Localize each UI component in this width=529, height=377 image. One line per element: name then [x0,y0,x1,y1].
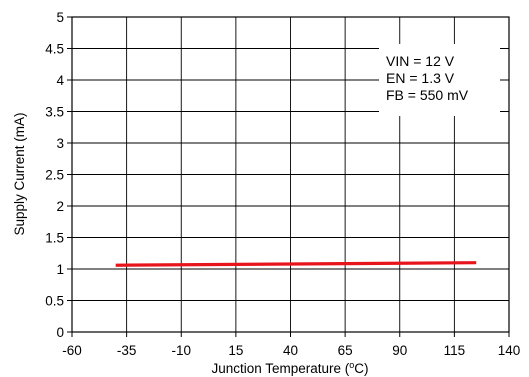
annotation-vin: VIN = 12 V [386,53,455,69]
x-tick-label: 40 [283,343,298,358]
y-tick-label: 1 [56,262,64,277]
series-line [115,261,477,267]
y-axis-title: Supply Current (mA) [12,112,27,235]
x-tick-label: 140 [498,343,521,358]
series-layer [115,261,477,267]
annotation-en: EN = 1.3 V [386,70,455,86]
x-tick-label: 65 [338,343,353,358]
y-tick-label: 1.5 [45,231,64,246]
y-tick-label: 5 [56,10,64,25]
y-tick-label: 3.5 [45,105,64,120]
x-tick-label: 15 [228,343,243,358]
x-axis-title: Junction Temperature (oC) [211,360,368,376]
x-axis-title-superscript: o [349,360,354,370]
x-tick-label: -35 [117,343,137,358]
x-tick-label: 90 [392,343,407,358]
y-tick-label: 3 [56,136,64,151]
annotation-background [379,44,500,116]
y-tick-label: 4 [56,73,64,88]
y-axis-ticks: 0 0.5 1 1.5 2 2.5 3 3.5 4 4.5 5 [45,10,72,340]
y-tick-label: 0 [56,325,64,340]
y-tick-label: 2.5 [45,168,64,183]
annotation-box: VIN = 12 V EN = 1.3 V FB = 550 mV [379,44,500,116]
y-tick-label: 2 [56,199,64,214]
annotation-fb: FB = 550 mV [386,87,469,103]
y-tick-label: 4.5 [45,42,64,57]
x-axis-title-unit: C) [354,361,368,376]
x-tick-label: -60 [62,343,82,358]
x-axis-title-main: Junction Temperature ( [211,361,349,376]
x-tick-label: 115 [444,343,466,358]
x-axis-ticks: -60 -35 -10 15 40 65 90 115 140 [62,332,520,358]
y-tick-label: 0.5 [45,294,64,309]
x-tick-label: -10 [171,343,191,358]
